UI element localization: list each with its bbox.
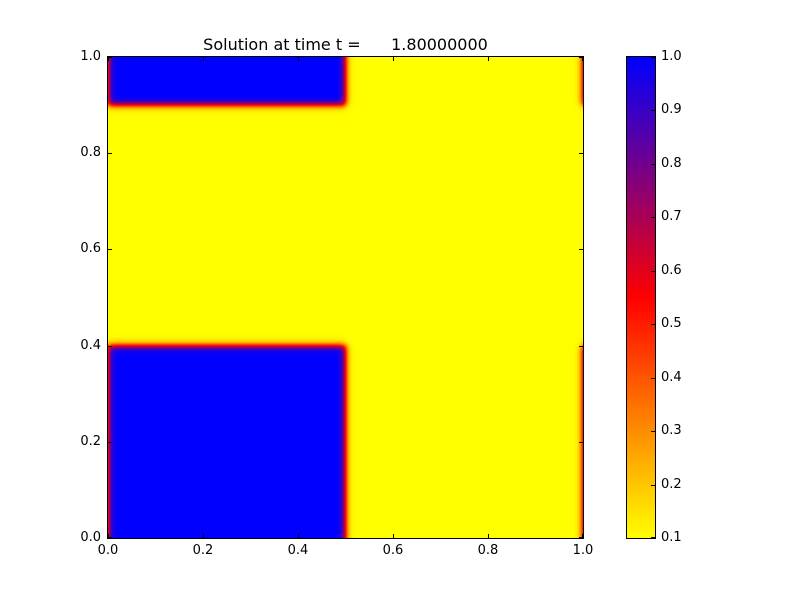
x-tick-label: 0.8 [477,543,499,558]
colorbar-tick-mark [651,431,655,432]
colorbar-tick-mark [651,378,655,379]
y-tick-mark [579,153,583,154]
x-tick-mark [488,57,489,61]
x-tick-mark [393,534,394,538]
colorbar-tick-label: 0.1 [661,530,682,545]
x-tick-mark [298,534,299,538]
y-tick-mark [108,57,112,58]
x-tick-label: 0.0 [97,543,119,558]
x-tick-mark [203,534,204,538]
y-tick-mark [108,346,112,347]
colorbar-tick-mark [651,57,655,58]
colorbar-tick-label: 0.2 [661,476,682,492]
y-tick-mark [579,442,583,443]
x-tick-label: 0.6 [382,543,404,558]
y-tick-label: 0.8 [80,145,101,161]
y-tick-mark [108,249,112,250]
colorbar-tick-mark [651,324,655,325]
x-tick-mark [298,57,299,61]
heatmap-plot [107,56,584,539]
colorbar-tick-label: 1.0 [661,49,682,64]
colorbar-canvas [627,57,655,538]
y-tick-mark [108,442,112,443]
colorbar-tick-mark [651,110,655,111]
colorbar-tick-label: 0.3 [661,423,682,439]
x-tick-mark [393,57,394,61]
plot-title: Solution at time t = 1.80000000 [203,35,488,54]
x-tick-label: 1.0 [572,543,594,558]
heatmap-canvas [108,57,583,538]
colorbar [626,56,656,539]
colorbar-tick-label: 0.4 [661,369,682,385]
y-tick-mark [579,57,583,58]
y-tick-label: 0.0 [80,530,101,545]
x-tick-mark [203,57,204,61]
x-tick-label: 0.4 [287,543,309,558]
y-tick-label: 0.2 [80,433,101,449]
x-tick-mark [108,534,109,538]
x-tick-mark [488,534,489,538]
colorbar-tick-label: 0.5 [661,316,682,332]
y-tick-mark [579,249,583,250]
colorbar-tick-label: 0.6 [661,262,682,278]
y-tick-mark [108,153,112,154]
x-tick-mark [108,57,109,61]
colorbar-tick-mark [651,271,655,272]
y-tick-mark [579,537,583,538]
x-tick-mark [582,57,583,61]
colorbar-tick-label: 0.9 [661,102,682,118]
y-tick-label: 0.6 [80,241,101,257]
y-tick-mark [108,537,112,538]
y-tick-label: 0.4 [80,337,101,353]
colorbar-tick-mark [651,485,655,486]
colorbar-tick-mark [651,537,655,538]
y-tick-mark [579,346,583,347]
x-tick-mark [582,534,583,538]
colorbar-tick-label: 0.8 [661,155,682,171]
colorbar-tick-mark [651,217,655,218]
colorbar-tick-mark [651,164,655,165]
colorbar-tick-label: 0.7 [661,209,682,225]
y-tick-label: 1.0 [80,49,101,64]
x-tick-label: 0.2 [192,543,214,558]
